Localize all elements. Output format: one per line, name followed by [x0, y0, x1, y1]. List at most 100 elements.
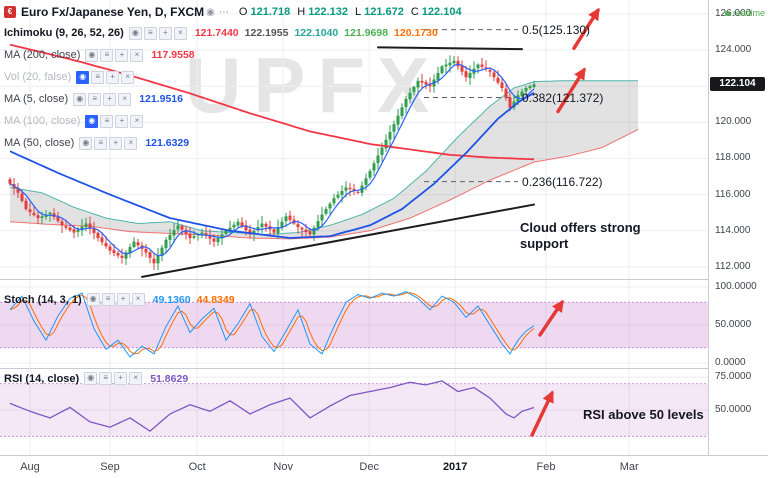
price-axis-label: 118.000	[715, 152, 751, 164]
indicator-close-icon[interactable]: ×	[129, 372, 143, 385]
symbol-title-row[interactable]: € Euro Fx/Japanese Yen, D, FXCM ◉ ⋯ O 12…	[4, 2, 462, 22]
indicator-add-icon[interactable]: +	[115, 48, 129, 62]
price-axis-label: 126.000	[715, 7, 752, 19]
price-axis-label: 50.0000	[715, 319, 752, 330]
stoch-d-value: 44.8349	[196, 293, 235, 306]
indicator-row[interactable]: MA (50, close) ◉ ≡ + × 121.6329	[4, 132, 462, 154]
stoch-k-value: 49.1360	[152, 293, 191, 306]
indicator-eye-icon[interactable]: ◉	[86, 293, 100, 306]
indicator-close-icon[interactable]: ×	[131, 293, 145, 306]
time-axis[interactable]: Aug Sep Oct Nov Dec 2017 Feb Mar	[0, 456, 708, 478]
indicator-row[interactable]: Vol (20, false) ◉ ≡ + ×	[4, 66, 462, 88]
fib-level-label[interactable]: 0.236(116.722)	[522, 174, 603, 189]
fib-level-label[interactable]: 0.5(125.130)	[522, 22, 591, 37]
indicator-row[interactable]: MA (100, close) ◉ ≡ + ×	[4, 110, 462, 132]
high-label: H	[297, 6, 306, 18]
indicator-menu-icon[interactable]: ≡	[88, 92, 102, 106]
indicator-add-icon[interactable]: +	[116, 293, 130, 306]
close-value: 122.104	[421, 6, 462, 18]
indicator-eye-icon[interactable]: ◉	[85, 114, 99, 128]
indicator-label: MA (50, close)	[4, 137, 75, 149]
indicator-close-icon[interactable]: ×	[124, 136, 138, 150]
arrow-annotations[interactable]	[556, 7, 600, 114]
arrow-annotations[interactable]	[538, 299, 564, 337]
price-axis-label: 112.000	[715, 260, 751, 272]
indicator-close-icon[interactable]: ×	[121, 70, 135, 84]
indicator-menu-icon[interactable]: ≡	[94, 136, 108, 150]
indicator-menu-icon[interactable]: ≡	[143, 26, 157, 40]
indicator-menu-icon[interactable]: ≡	[99, 372, 113, 385]
indicator-add-icon[interactable]: +	[106, 70, 120, 84]
indicator-close-icon[interactable]: ×	[130, 114, 144, 128]
open-label: O	[238, 6, 248, 18]
cloud-support-note: Cloud offers strong support	[520, 220, 641, 252]
indicator-menu-icon[interactable]: ≡	[100, 48, 114, 62]
rsi-legend[interactable]: RSI (14, close) ◉ ≡ + × 51.8629	[4, 372, 188, 385]
indicator-menu-icon[interactable]: ≡	[101, 293, 115, 306]
indicator-label: Ichimoku (9, 26, 52, 26)	[4, 27, 124, 39]
indicator-close-icon[interactable]: ×	[173, 26, 187, 40]
price-axis-label: 100.0000	[715, 281, 757, 292]
stochastic-pane[interactable]	[0, 279, 708, 368]
pane-separator[interactable]	[0, 279, 708, 280]
rsi-value: 51.8629	[150, 372, 189, 385]
indicator-value: 121.9698	[344, 27, 389, 39]
realtime-status: realtime	[724, 8, 765, 18]
indicator-value: 121.6329	[145, 137, 190, 149]
more-options-icon[interactable]: ⋯	[218, 6, 229, 18]
stoch-band	[0, 302, 708, 348]
pane-separator[interactable]	[0, 368, 708, 369]
stoch-lines	[9, 291, 535, 358]
realtime-label: realtime	[732, 8, 765, 18]
indicator-close-icon[interactable]: ×	[118, 92, 132, 106]
indicator-add-icon[interactable]: +	[103, 92, 117, 106]
rsi-band	[0, 383, 708, 437]
stoch-legend[interactable]: Stoch (14, 3, 1) ◉ ≡ + × 49.1360 44.8349	[4, 293, 235, 306]
indicator-value: 122.1040	[294, 27, 339, 39]
indicator-add-icon[interactable]: +	[114, 372, 128, 385]
indicator-row[interactable]: Ichimoku (9, 26, 52, 26) ◉ ≡ + × 121.7440 122.…	[4, 22, 462, 44]
indicator-menu-icon[interactable]: ≡	[91, 70, 105, 84]
rsi-note: RSI above 50 levels	[583, 407, 704, 422]
indicator-row[interactable]: MA (200, close) ◉ ≡ + × 117.9558	[4, 44, 462, 66]
trendlines[interactable]	[141, 46, 535, 278]
low-value: 121.672	[364, 6, 404, 18]
indicator-eye-icon[interactable]: ◉	[76, 70, 90, 84]
indicator-eye-icon[interactable]: ◉	[128, 26, 142, 40]
symbol-icon: €	[4, 6, 16, 18]
indicator-eye-icon[interactable]: ◉	[79, 136, 93, 150]
price-axis[interactable]: realtime 126.000124.000122.000120.000118…	[709, 0, 768, 455]
price-axis-label: 50.0000	[715, 404, 752, 415]
indicator-eye-icon[interactable]: ◉	[85, 48, 99, 62]
indicator-label: Vol (20, false)	[4, 71, 72, 83]
indicator-value: 122.1955	[244, 27, 289, 39]
rsi-line	[9, 380, 535, 432]
price-axis-label: 120.000	[715, 116, 752, 128]
indicator-add-icon[interactable]: +	[109, 136, 123, 150]
price-axis-label: 116.000	[715, 188, 751, 200]
time-axis-label: Dec	[359, 461, 379, 473]
arrow-annotations[interactable]	[530, 390, 554, 437]
price-axis-label: 0.0000	[715, 357, 746, 368]
indicator-row[interactable]: MA (5, close) ◉ ≡ + × 121.9516	[4, 88, 462, 110]
indicator-add-icon[interactable]: +	[115, 114, 129, 128]
time-axis-label: Aug	[20, 461, 40, 473]
fib-level-label[interactable]: 0.382(121.372)	[522, 90, 604, 105]
indicator-close-icon[interactable]: ×	[130, 48, 144, 62]
eye-icon[interactable]: ◉	[206, 6, 215, 18]
indicator-eye-icon[interactable]: ◉	[84, 372, 98, 385]
open-value: 121.718	[250, 6, 291, 18]
price-axis-separator	[708, 0, 709, 455]
symbol-title[interactable]: Euro Fx/Japanese Yen, D, FXCM	[21, 5, 205, 19]
indicator-label: MA (200, close)	[4, 49, 81, 61]
indicator-eye-icon[interactable]: ◉	[73, 92, 87, 106]
price-axis-label: 114.000	[715, 224, 751, 236]
indicator-add-icon[interactable]: +	[158, 26, 172, 40]
time-axis-label: Oct	[188, 461, 206, 473]
high-value: 122.132	[308, 6, 348, 18]
legend: € Euro Fx/Japanese Yen, D, FXCM ◉ ⋯ O 12…	[4, 2, 462, 154]
indicator-value: 117.9558	[151, 49, 195, 61]
moving-averages	[9, 43, 535, 257]
indicator-menu-icon[interactable]: ≡	[100, 114, 114, 128]
